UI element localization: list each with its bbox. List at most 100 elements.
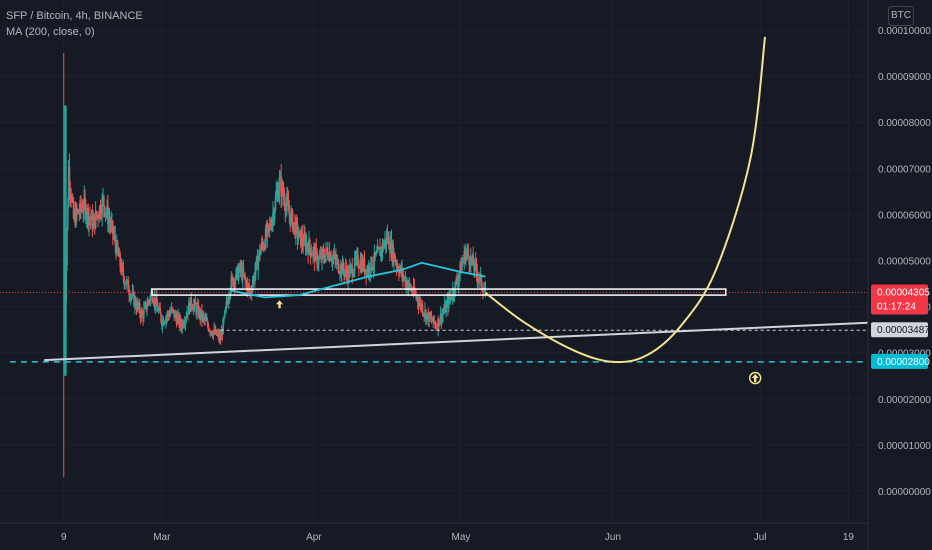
candle-body (356, 254, 358, 256)
candle-body (94, 211, 97, 228)
candle-body (88, 217, 90, 225)
candle-body (127, 279, 130, 292)
candle-body (237, 270, 240, 280)
candle-body (89, 218, 92, 220)
y-tick-label: 0.00009000 (878, 72, 931, 83)
candle-body (268, 224, 270, 227)
candle-body (319, 254, 322, 258)
candle-body (335, 258, 337, 263)
currency-button[interactable]: BTC (888, 6, 914, 26)
candle-body (264, 246, 266, 249)
candle-body (180, 324, 183, 329)
candle-body (290, 211, 293, 213)
candle-body (231, 276, 233, 278)
candle-body (65, 265, 68, 302)
y-tick-label: 0.00007000 (878, 164, 931, 175)
candle-body (196, 306, 198, 314)
candle-body (367, 266, 370, 274)
candle-body (431, 320, 434, 322)
candle-body (228, 295, 231, 298)
candle-body (147, 300, 149, 307)
candle-body (287, 202, 290, 212)
candle-body (290, 212, 292, 225)
candle-body (469, 256, 472, 267)
candle-body (483, 290, 486, 292)
candle-body (278, 176, 281, 192)
candle-body (425, 314, 428, 321)
candle-body (474, 261, 477, 264)
candle-body (236, 266, 238, 270)
candle-body (129, 295, 132, 299)
indicator-label[interactable]: MA (200, close, 0) (6, 26, 95, 38)
candle-body (306, 243, 309, 248)
candle-body (269, 224, 272, 228)
chart-legend: SFP / Bitcoin, 4h, BINANCE MA (200, clos… (6, 8, 143, 40)
candle-body (273, 210, 276, 220)
y-tick-label: 0.00008000 (878, 118, 931, 129)
candle-body (257, 258, 260, 270)
candle-body (161, 321, 163, 326)
symbol-title[interactable]: SFP / Bitcoin, 4h, BINANCE (6, 10, 143, 22)
candle-body (267, 224, 269, 226)
candle-body (273, 212, 275, 220)
candle-body (345, 267, 348, 274)
candle-body (422, 313, 425, 315)
candle-body (325, 247, 327, 255)
candle-body (426, 312, 429, 315)
candle-body (352, 274, 354, 277)
candle-body (451, 297, 453, 299)
candle-body (450, 296, 452, 299)
candle-body (201, 310, 203, 320)
candle-body (261, 242, 264, 245)
candle-body (405, 281, 408, 286)
candle-body (399, 266, 402, 270)
candle-body (266, 224, 269, 237)
candle-body (288, 211, 291, 216)
candle-body (307, 247, 309, 255)
candle-body (360, 260, 363, 272)
candle-body (72, 200, 75, 219)
candle-body (152, 302, 155, 304)
candle-body (134, 298, 137, 307)
candle-body (406, 281, 408, 289)
candle-body (272, 212, 274, 220)
candle-body (249, 290, 251, 292)
candle-body (446, 299, 448, 304)
candle-body (241, 267, 243, 280)
candle-body (206, 320, 209, 326)
candle-body (63, 330, 66, 360)
candle-body (193, 300, 196, 305)
candle-body (67, 166, 70, 206)
candle-body (100, 214, 103, 216)
candle-body (447, 295, 450, 308)
candle-body (418, 302, 421, 306)
candle-body (425, 310, 427, 321)
candle-body (128, 291, 130, 296)
candle-body (259, 250, 261, 255)
candle-body (243, 274, 246, 276)
candle-body (113, 235, 116, 237)
ma-line (230, 261, 486, 299)
candle-body (176, 316, 179, 325)
candle-body (434, 323, 437, 327)
candle-body (205, 320, 208, 322)
candle-body (188, 302, 190, 315)
candle-body (268, 224, 271, 227)
candle-body (80, 200, 82, 209)
candle-body (440, 313, 443, 322)
candle-body (295, 220, 298, 225)
candle-body (281, 183, 283, 197)
candle-body (435, 326, 438, 328)
candle-body (311, 254, 314, 256)
candle-body (402, 269, 404, 278)
candle-body (102, 196, 104, 198)
candle-body (70, 193, 72, 201)
candle-body (143, 305, 146, 309)
candle-body (389, 248, 391, 253)
candle-body (424, 310, 426, 315)
candles (62, 53, 487, 478)
candle-body (393, 253, 395, 263)
candle-body (151, 292, 153, 300)
candle-body (203, 316, 206, 320)
